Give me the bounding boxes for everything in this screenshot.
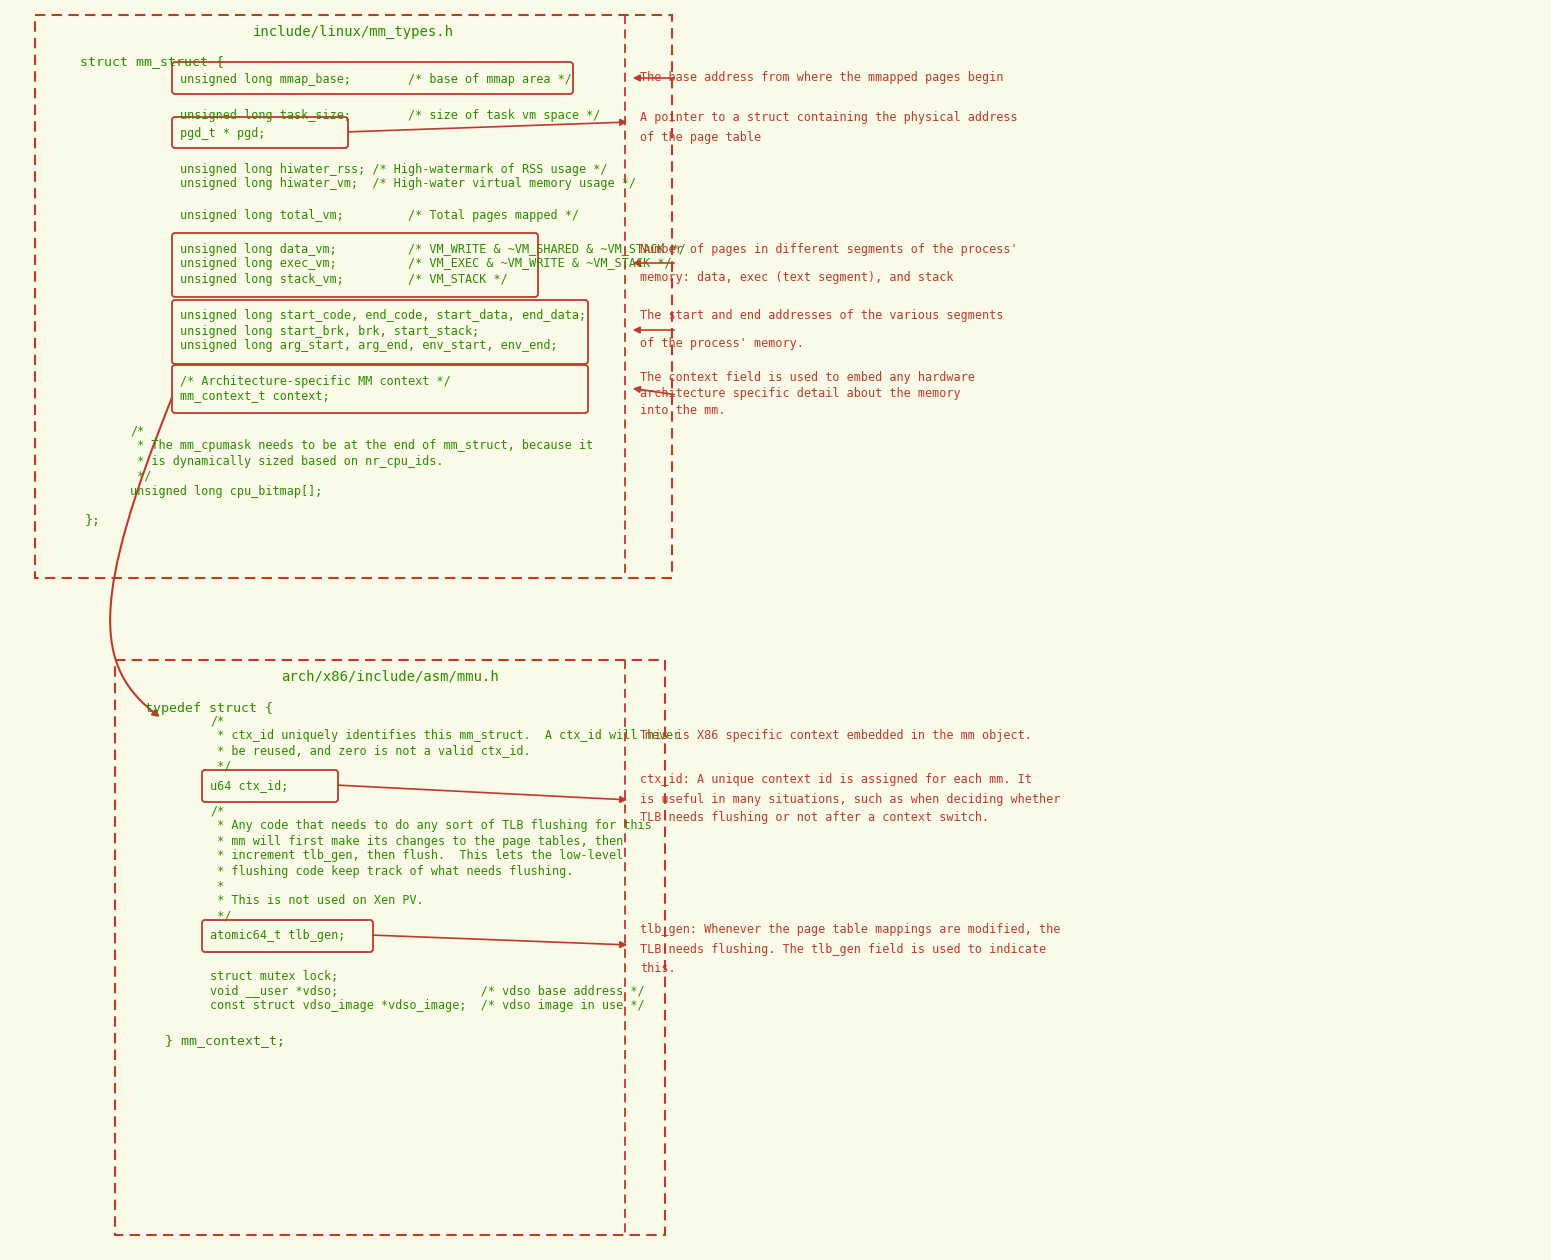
- Text: this.: this.: [641, 961, 676, 974]
- Text: is useful in many situations, such as when deciding whether: is useful in many situations, such as wh…: [641, 793, 1061, 805]
- Text: * be reused, and zero is not a valid ctx_id.: * be reused, and zero is not a valid ctx…: [209, 745, 530, 757]
- Text: /*: /*: [130, 425, 144, 437]
- Text: The base address from where the mmapped pages begin: The base address from where the mmapped …: [641, 72, 1003, 84]
- Text: unsigned long total_vm;         /* Total pages mapped */: unsigned long total_vm; /* Total pages m…: [180, 209, 579, 223]
- FancyBboxPatch shape: [202, 770, 338, 803]
- Text: void __user *vdso;                    /* vdso base address */: void __user *vdso; /* vdso base address …: [209, 984, 645, 998]
- Text: mm_context_t context;: mm_context_t context;: [180, 389, 330, 402]
- Text: ctx_id: A unique context id is assigned for each mm. It: ctx_id: A unique context id is assigned …: [641, 774, 1031, 786]
- Text: unsigned long hiwater_vm;  /* High-water virtual memory usage */: unsigned long hiwater_vm; /* High-water …: [180, 178, 636, 190]
- Text: unsigned long cpu_bitmap[];: unsigned long cpu_bitmap[];: [130, 485, 323, 498]
- Text: * This is not used on Xen PV.: * This is not used on Xen PV.: [209, 895, 423, 907]
- Text: unsigned long data_vm;          /* VM_WRITE & ~VM_SHARED & ~VM_STACK */: unsigned long data_vm; /* VM_WRITE & ~VM…: [180, 242, 686, 256]
- Text: const struct vdso_image *vdso_image;  /* vdso image in use */: const struct vdso_image *vdso_image; /* …: [209, 999, 645, 1013]
- Text: * The mm_cpumask needs to be at the end of mm_struct, because it: * The mm_cpumask needs to be at the end …: [130, 440, 592, 452]
- Text: };: };: [85, 514, 101, 528]
- Text: struct mutex lock;: struct mutex lock;: [209, 969, 338, 983]
- Text: of the page table: of the page table: [641, 131, 762, 144]
- Text: u64 ctx_id;: u64 ctx_id;: [209, 780, 288, 793]
- Text: */: */: [130, 470, 152, 483]
- Text: /*: /*: [209, 714, 225, 727]
- FancyBboxPatch shape: [172, 300, 588, 364]
- Text: memory: data, exec (text segment), and stack: memory: data, exec (text segment), and s…: [641, 271, 954, 284]
- Text: unsigned long task_size;        /* size of task vm space */: unsigned long task_size; /* size of task…: [180, 110, 600, 122]
- Text: include/linux/mm_types.h: include/linux/mm_types.h: [253, 25, 454, 39]
- Text: TLB needs flushing or not after a context switch.: TLB needs flushing or not after a contex…: [641, 811, 990, 824]
- Text: /*: /*: [209, 804, 225, 818]
- Text: pgd_t * pgd;: pgd_t * pgd;: [180, 126, 265, 140]
- Text: * is dynamically sized based on nr_cpu_ids.: * is dynamically sized based on nr_cpu_i…: [130, 455, 444, 467]
- Text: into the mm.: into the mm.: [641, 403, 726, 417]
- Text: * ctx_id uniquely identifies this mm_struct.  A ctx_id will never: * ctx_id uniquely identifies this mm_str…: [209, 730, 681, 742]
- FancyBboxPatch shape: [172, 62, 572, 94]
- Text: TLB needs flushing. The tlb_gen field is used to indicate: TLB needs flushing. The tlb_gen field is…: [641, 942, 1045, 955]
- FancyBboxPatch shape: [172, 365, 588, 413]
- Text: tlb_gen: Whenever the page table mappings are modified, the: tlb_gen: Whenever the page table mapping…: [641, 924, 1061, 936]
- Text: unsigned long stack_vm;         /* VM_STACK */: unsigned long stack_vm; /* VM_STACK */: [180, 272, 507, 286]
- FancyBboxPatch shape: [202, 920, 372, 953]
- Text: struct mm_struct {: struct mm_struct {: [81, 55, 223, 68]
- Text: * mm will first make its changes to the page tables, then: * mm will first make its changes to the …: [209, 834, 624, 848]
- FancyBboxPatch shape: [172, 117, 347, 147]
- Text: unsigned long mmap_base;        /* base of mmap area */: unsigned long mmap_base; /* base of mmap…: [180, 73, 572, 86]
- Text: The context field is used to embed any hardware: The context field is used to embed any h…: [641, 372, 976, 384]
- Text: /* Architecture-specific MM context */: /* Architecture-specific MM context */: [180, 374, 451, 388]
- Text: } mm_context_t;: } mm_context_t;: [164, 1034, 285, 1047]
- Text: of the process' memory.: of the process' memory.: [641, 336, 803, 349]
- Text: atomic64_t tlb_gen;: atomic64_t tlb_gen;: [209, 930, 346, 942]
- Text: *: *: [209, 879, 225, 892]
- Text: The start and end addresses of the various segments: The start and end addresses of the vario…: [641, 310, 1003, 323]
- Text: arch/x86/include/asm/mmu.h: arch/x86/include/asm/mmu.h: [281, 670, 499, 684]
- Text: typedef struct {: typedef struct {: [144, 702, 273, 714]
- Text: unsigned long exec_vm;          /* VM_EXEC & ~VM_WRITE & ~VM_STACK */: unsigned long exec_vm; /* VM_EXEC & ~VM_…: [180, 257, 672, 271]
- Text: unsigned long start_brk, brk, start_stack;: unsigned long start_brk, brk, start_stac…: [180, 325, 479, 338]
- Text: unsigned long hiwater_rss; /* High-watermark of RSS usage */: unsigned long hiwater_rss; /* High-water…: [180, 163, 608, 175]
- Text: A pointer to a struct containing the physical address: A pointer to a struct containing the phy…: [641, 111, 1017, 123]
- Text: * flushing code keep track of what needs flushing.: * flushing code keep track of what needs…: [209, 864, 574, 877]
- Text: Number of pages in different segments of the process': Number of pages in different segments of…: [641, 242, 1017, 256]
- Text: architecture specific detail about the memory: architecture specific detail about the m…: [641, 388, 960, 401]
- Text: * increment tlb_gen, then flush.  This lets the low-level: * increment tlb_gen, then flush. This le…: [209, 849, 624, 863]
- FancyBboxPatch shape: [172, 233, 538, 297]
- Text: */: */: [209, 760, 231, 772]
- FancyArrowPatch shape: [110, 397, 172, 716]
- Text: unsigned long arg_start, arg_end, env_start, env_end;: unsigned long arg_start, arg_end, env_st…: [180, 339, 558, 353]
- Text: unsigned long start_code, end_code, start_data, end_data;: unsigned long start_code, end_code, star…: [180, 310, 586, 323]
- Text: * Any code that needs to do any sort of TLB flushing for this: * Any code that needs to do any sort of …: [209, 819, 651, 833]
- Text: This is X86 specific context embedded in the mm object.: This is X86 specific context embedded in…: [641, 730, 1031, 742]
- Text: */: */: [209, 910, 231, 922]
